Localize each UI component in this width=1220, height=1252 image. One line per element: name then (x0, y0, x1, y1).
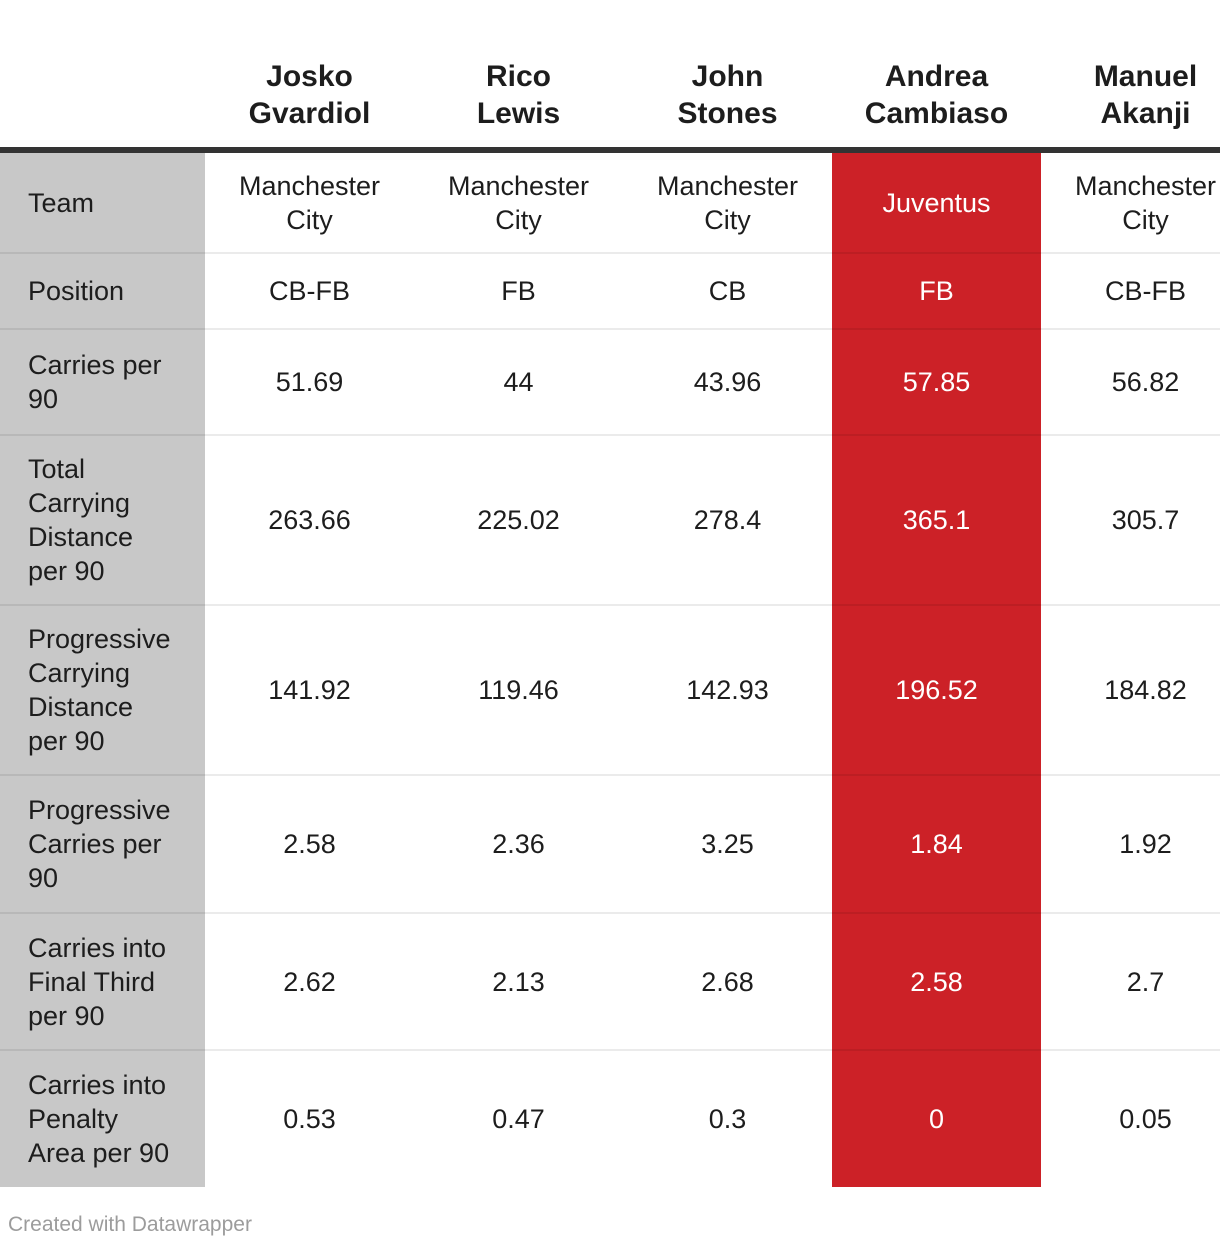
stat-cell: 225.02 (414, 434, 623, 605)
stat-cell: CB (623, 252, 832, 329)
stat-cell-highlighted: 0 (832, 1049, 1041, 1187)
column-header-rico-lewis: Rico Lewis (414, 0, 623, 153)
stat-cell: 44 (414, 328, 623, 435)
player-first-name: Rico (485, 60, 551, 93)
stat-cell: 2.58 (205, 774, 414, 913)
corner-cell (0, 0, 205, 153)
stat-cell-highlighted: 365.1 (832, 434, 1041, 605)
row-label-position: Position (0, 252, 205, 329)
stat-cell: 119.46 (414, 604, 623, 775)
stat-cell: 2.13 (414, 912, 623, 1050)
row-label-team: Team (0, 150, 205, 253)
player-last-name: Gvardiol (248, 97, 371, 130)
team-value: Manchester City (656, 170, 799, 235)
stat-cell: 305.7 (1041, 434, 1220, 605)
team-value: Manchester City (238, 170, 381, 235)
column-header-josko-gvardiol: Josko Gvardiol (205, 0, 414, 153)
player-first-name: Andrea (884, 60, 989, 93)
stat-cell: 2.62 (205, 912, 414, 1050)
stat-cell: 142.93 (623, 604, 832, 775)
stat-cell: 141.92 (205, 604, 414, 775)
stat-cell-highlighted: 2.58 (832, 912, 1041, 1050)
player-last-name: Stones (677, 97, 778, 130)
row-label-carries-per-90: Carries per 90 (0, 328, 205, 435)
stat-cell: CB-FB (205, 252, 414, 329)
stat-cell: CB-FB (1041, 252, 1220, 329)
stat-cell-highlighted: 57.85 (832, 328, 1041, 435)
stat-cell: 2.7 (1041, 912, 1220, 1050)
column-header-andrea-cambiaso: Andrea Cambiaso (832, 0, 1041, 153)
stat-cell: 1.92 (1041, 774, 1220, 913)
row-label-progressive-carrying-distance: Progressive Carrying Distance per 90 (0, 604, 205, 775)
table-row-progressive-carrying-distance: Progressive Carrying Distance per 90 141… (0, 604, 1220, 775)
stat-cell: 184.82 (1041, 604, 1220, 775)
stat-cell-highlighted: FB (832, 252, 1041, 329)
stat-cell: 51.69 (205, 328, 414, 435)
player-first-name: Manuel (1093, 60, 1198, 93)
stat-cell-highlighted: Juventus (832, 150, 1041, 253)
row-label-carries-into-penalty-area: Carries into Penalty Area per 90 (0, 1049, 205, 1187)
table-row-progressive-carries: Progressive Carries per 90 2.58 2.36 3.2… (0, 774, 1220, 913)
stat-cell: Manchester City (623, 150, 832, 253)
stat-cell: 3.25 (623, 774, 832, 913)
row-label-total-carrying-distance: Total Carrying Distance per 90 (0, 434, 205, 605)
table-header-row: Josko Gvardiol Rico Lewis John Stones An… (0, 0, 1220, 153)
row-label-progressive-carries: Progressive Carries per 90 (0, 774, 205, 913)
stat-cell: 2.68 (623, 912, 832, 1050)
table-row-carries-per-90: Carries per 90 51.69 44 43.96 57.85 56.8… (0, 328, 1220, 435)
datawrapper-credit-link[interactable]: Created with Datawrapper (8, 1213, 252, 1236)
table-row-carries-into-penalty-area: Carries into Penalty Area per 90 0.53 0.… (0, 1049, 1220, 1187)
player-last-name: Lewis (476, 97, 561, 130)
player-last-name: Akanji (1100, 97, 1191, 130)
stat-cell-highlighted: 196.52 (832, 604, 1041, 775)
team-value: Manchester City (447, 170, 590, 235)
team-value: Manchester City (1074, 170, 1217, 235)
table-row-carries-into-final-third: Carries into Final Third per 90 2.62 2.1… (0, 912, 1220, 1050)
table-row-total-carrying-distance: Total Carrying Distance per 90 263.66 22… (0, 434, 1220, 605)
stat-cell: 0.3 (623, 1049, 832, 1187)
table-row-team: Team Manchester City Manchester City Man… (0, 150, 1220, 253)
stat-cell: 2.36 (414, 774, 623, 913)
stat-cell: 0.53 (205, 1049, 414, 1187)
table-row-position: Position CB-FB FB CB FB CB-FB (0, 252, 1220, 329)
row-label-carries-into-final-third: Carries into Final Third per 90 (0, 912, 205, 1050)
stat-cell: 0.47 (414, 1049, 623, 1187)
stat-cell: 56.82 (1041, 328, 1220, 435)
player-comparison-table: Josko Gvardiol Rico Lewis John Stones An… (0, 0, 1220, 1187)
player-last-name: Cambiaso (864, 97, 1009, 130)
column-header-john-stones: John Stones (623, 0, 832, 153)
stat-cell: Manchester City (414, 150, 623, 253)
stat-cell: 43.96 (623, 328, 832, 435)
player-first-name: John (691, 60, 764, 93)
stat-cell: FB (414, 252, 623, 329)
stat-cell: 263.66 (205, 434, 414, 605)
stat-cell: Manchester City (1041, 150, 1220, 253)
stat-cell-highlighted: 1.84 (832, 774, 1041, 913)
team-value: Juventus (882, 187, 991, 218)
stat-cell: Manchester City (205, 150, 414, 253)
column-header-manuel-akanji: Manuel Akanji (1041, 0, 1220, 153)
player-first-name: Josko (266, 60, 353, 93)
stat-cell: 0.05 (1041, 1049, 1220, 1187)
stat-cell: 278.4 (623, 434, 832, 605)
